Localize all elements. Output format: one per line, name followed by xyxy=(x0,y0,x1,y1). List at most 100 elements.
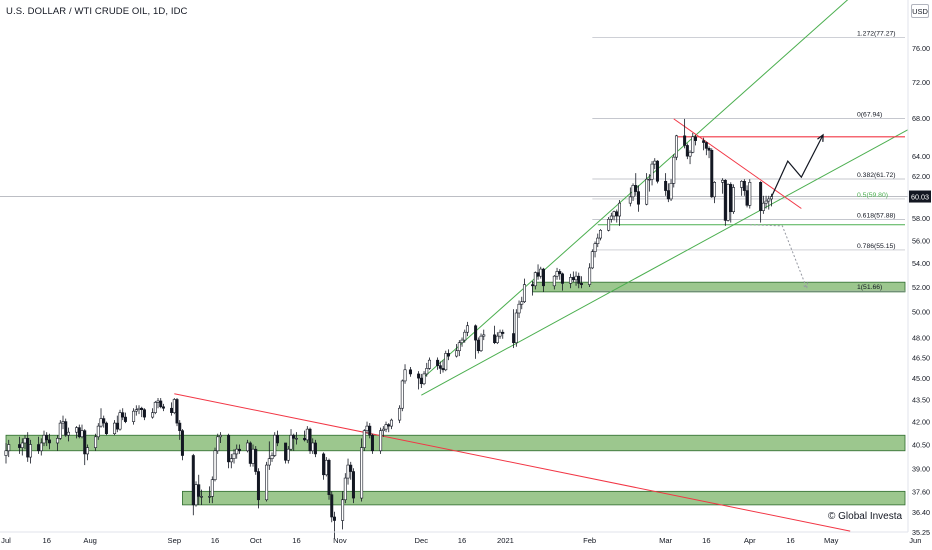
candle-body xyxy=(134,409,138,412)
candle-body xyxy=(96,425,100,438)
candle-body xyxy=(588,267,592,285)
candle-body xyxy=(159,400,163,408)
candle-body xyxy=(343,477,347,501)
candle-body xyxy=(666,190,670,200)
y-tick-label: 43.50 xyxy=(912,395,930,404)
candle-body xyxy=(227,434,231,463)
candle-body xyxy=(645,178,649,205)
x-tick-label: Nov xyxy=(333,536,347,545)
candle-body xyxy=(330,494,334,518)
x-tick-label: 16 xyxy=(211,536,219,545)
candle-body xyxy=(560,273,564,284)
candle-body xyxy=(436,359,440,366)
candle-body xyxy=(577,275,581,284)
x-tick-label: 16 xyxy=(702,536,710,545)
candle-body xyxy=(767,198,771,202)
price-axis[interactable]: 35.25 36.40 37.60 39.00 40.50 42.00 43.50 45.00… xyxy=(907,0,931,537)
candle-body xyxy=(197,484,201,497)
candle-body xyxy=(742,180,746,191)
candle-body xyxy=(113,422,117,435)
candle-body xyxy=(365,425,369,431)
fib-level-label: 0.618(57.88) xyxy=(857,213,896,220)
candle-body xyxy=(172,399,176,413)
short-downtrend-line xyxy=(673,118,802,209)
x-tick-label: 2021 xyxy=(497,536,514,545)
candle-body xyxy=(123,416,127,422)
candle-body xyxy=(636,191,640,205)
y-tick-label: 58.00 xyxy=(912,214,930,223)
candle-body xyxy=(45,434,49,441)
candle-body xyxy=(229,458,233,463)
candle-body xyxy=(308,428,312,452)
candle-body xyxy=(7,444,11,452)
candle-body xyxy=(441,368,445,371)
candle-body xyxy=(541,268,545,287)
candle-body xyxy=(498,331,502,337)
candle-body xyxy=(85,447,89,455)
candle-body xyxy=(132,410,136,422)
candle-body xyxy=(61,421,65,424)
time-axis[interactable]: Jul 16 Aug Sep 16 Oct 16 Nov Dec 16 2021 Feb Mar 16 Ap… xyxy=(0,531,921,545)
candle-body xyxy=(387,424,391,427)
candle-body xyxy=(75,427,79,433)
candle-body xyxy=(153,402,157,413)
candle-body xyxy=(726,184,730,221)
y-tick-label: 45.00 xyxy=(912,374,930,383)
candle-body xyxy=(664,180,668,191)
candle-body xyxy=(351,471,355,499)
candle-body xyxy=(702,140,706,143)
currency-button[interactable]: USD xyxy=(911,4,929,18)
watermark-label: © Global Investa xyxy=(828,511,903,522)
candle-body xyxy=(213,450,217,481)
candle-body xyxy=(237,448,241,452)
symbol-title[interactable]: U.S. DOLLAR / WTI CRUDE OIL, 1D, IDC xyxy=(6,6,188,17)
candle-body xyxy=(495,335,499,344)
candle-body xyxy=(275,434,279,444)
candle-body xyxy=(631,185,635,198)
candle-body xyxy=(18,444,22,448)
channel-upper-line xyxy=(420,0,849,380)
candle-body xyxy=(216,436,220,452)
candle-body xyxy=(256,471,260,501)
candle-body xyxy=(254,448,258,472)
candle-body xyxy=(647,178,651,181)
candle-body xyxy=(370,434,374,452)
y-tick-label: 46.50 xyxy=(912,353,930,362)
y-tick-label: 37.60 xyxy=(912,487,930,496)
candle-body xyxy=(379,430,383,452)
candle-body xyxy=(66,431,70,436)
x-tick-label: Oct xyxy=(250,536,263,545)
candle-body xyxy=(115,422,119,430)
candle-body xyxy=(77,427,81,438)
candle-body xyxy=(137,407,141,411)
fib-level-label: 1(51.66) xyxy=(857,284,882,291)
bearish-arrow-head xyxy=(801,282,809,290)
candle-body xyxy=(210,479,214,497)
x-tick-label: Aug xyxy=(83,536,97,545)
candle-body xyxy=(23,438,27,444)
candle-body xyxy=(265,464,269,501)
candle-body xyxy=(729,184,733,213)
candle-body xyxy=(235,448,239,455)
candle-body xyxy=(194,484,198,506)
y-tick-label: 56.00 xyxy=(912,236,930,245)
candle-body xyxy=(118,412,122,430)
candle-body xyxy=(555,271,559,277)
candle-body xyxy=(634,185,638,192)
candle-body xyxy=(514,312,518,344)
candle-body xyxy=(769,196,773,200)
candle-body xyxy=(156,400,160,403)
candle-body xyxy=(731,187,735,213)
y-tick-label: 62.00 xyxy=(912,172,930,181)
candle-body xyxy=(761,202,765,211)
candle-body xyxy=(710,149,714,198)
candle-body xyxy=(688,151,692,157)
candle-body xyxy=(20,442,24,448)
candle-body xyxy=(593,243,597,252)
candle-body xyxy=(313,442,317,455)
candle-body xyxy=(417,373,421,379)
y-tick-label: 39.00 xyxy=(912,464,930,473)
candle-body xyxy=(400,380,404,409)
candle-body xyxy=(360,447,364,499)
